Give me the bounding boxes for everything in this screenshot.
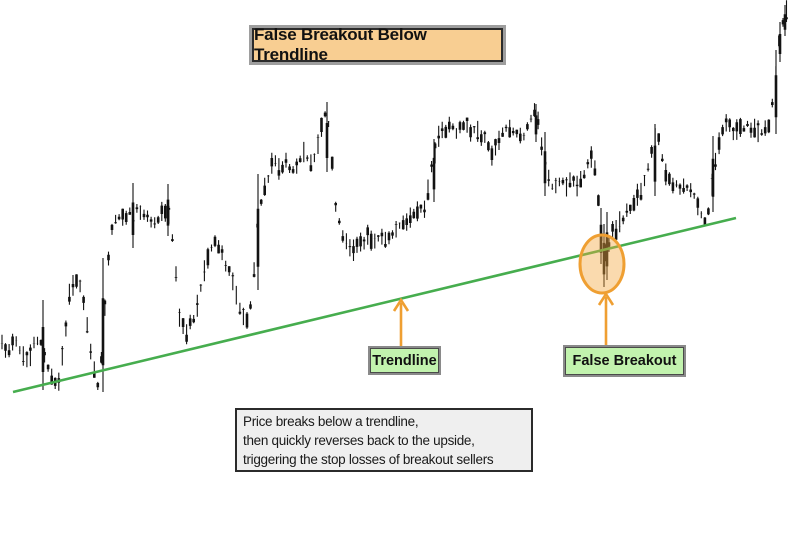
price-bars xyxy=(0,0,788,392)
chart-title: False Breakout Below Trendline xyxy=(252,25,503,64)
description-line: then quickly reverses back to the upside… xyxy=(243,433,475,448)
false-breakout-arrow xyxy=(597,291,615,347)
annotation-arrows xyxy=(392,291,615,347)
trendline-arrow xyxy=(392,297,410,347)
description-line: triggering the stop losses of breakout s… xyxy=(243,452,494,467)
false-breakout-highlight-ellipse xyxy=(578,233,626,295)
description-line: Price breaks below a trendline, xyxy=(243,414,419,429)
trendline xyxy=(12,216,737,394)
false-breakout-label: False Breakout xyxy=(563,345,686,377)
description-box: Price breaks below a trendline, then qui… xyxy=(235,408,533,472)
trendline-label: Trendline xyxy=(368,346,441,375)
